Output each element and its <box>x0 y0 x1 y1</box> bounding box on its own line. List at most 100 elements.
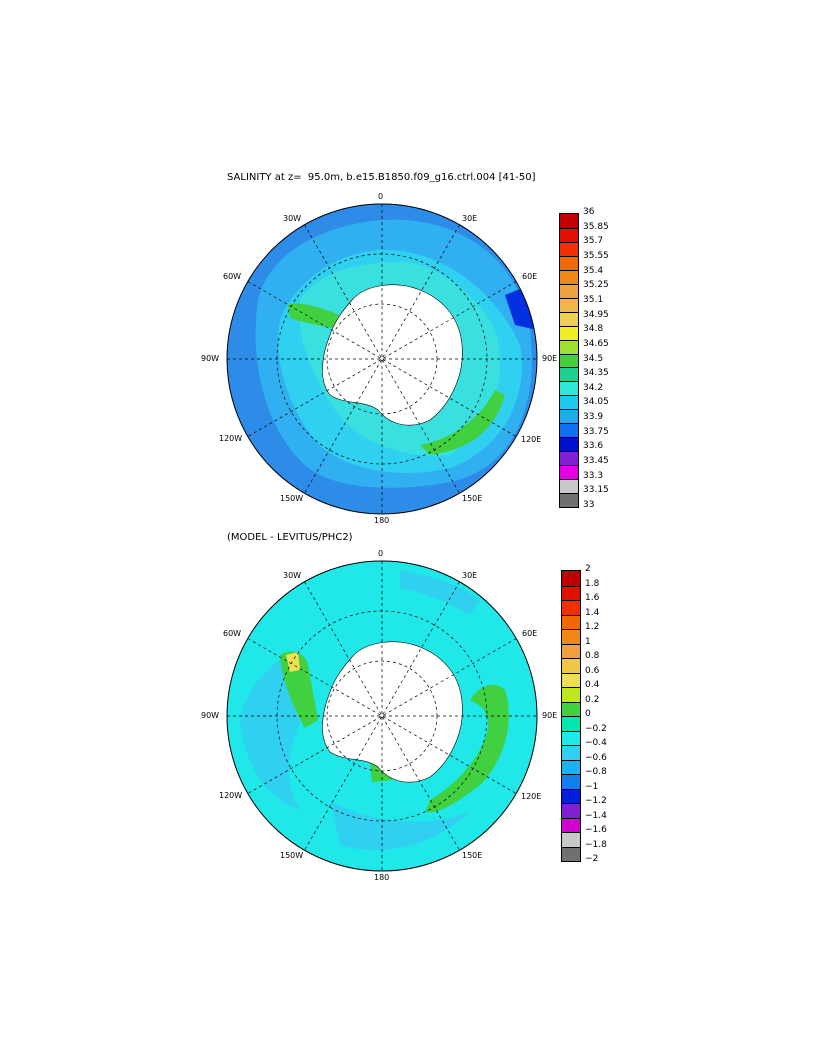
top-colorbar-label: 35.7 <box>583 236 604 247</box>
bot-colorbar-label: 1 <box>585 636 591 647</box>
top-lon-60w: 60W <box>223 272 242 281</box>
bot-colorbar-label: 1.8 <box>585 578 600 589</box>
top-colorbar-swatch <box>560 214 578 228</box>
top-colorbar-label: 34.05 <box>583 397 609 408</box>
bot-colorbar-swatch <box>562 817 580 832</box>
top-lon-30w: 30W <box>283 214 302 223</box>
bot-colorbar-label: −0.8 <box>585 767 607 777</box>
top-colorbar-label: 33.45 <box>583 456 609 467</box>
bot-colorbar-swatch <box>562 571 580 586</box>
bot-colorbar-label: 0.8 <box>585 651 600 661</box>
bot-colorbar-swatch <box>562 687 580 702</box>
top-colorbar-label: 33.9 <box>583 412 604 423</box>
bot-colorbar-label: 0.4 <box>585 680 600 690</box>
bot-colorbar-swatch <box>562 658 580 673</box>
top-colorbar-label: 35.25 <box>583 280 609 291</box>
top-colorbar-label: 35.1 <box>583 294 604 305</box>
bot-colorbar-label: −0.2 <box>585 723 607 734</box>
bot-colorbar-swatch <box>562 745 580 760</box>
top-lon-120e: 120E <box>521 435 542 444</box>
top-colorbar-label: 35.4 <box>583 265 604 276</box>
bot-colorbar-body <box>561 570 581 862</box>
bot-colorbar-swatch <box>562 803 580 818</box>
top-lon-90w: 90W <box>201 354 220 363</box>
top-colorbar-swatch <box>560 297 578 312</box>
top-colorbar-body <box>559 213 579 508</box>
bot-colorbar-swatch <box>562 585 580 600</box>
top-colorbar-swatch <box>560 269 578 284</box>
bot-colorbar-swatch <box>562 774 580 789</box>
top-colorbar-label: 34.95 <box>583 309 609 320</box>
top-colorbar-label: 34.35 <box>583 368 609 379</box>
bot-colorbar-label: −2 <box>585 854 599 864</box>
top-colorbar-swatch <box>560 465 578 480</box>
bot-lon-120w: 120W <box>219 791 243 800</box>
top-lon-90e: 90E <box>542 354 558 363</box>
top-lon-0: 0 <box>378 192 384 201</box>
top-colorbar-label: 35.85 <box>583 221 609 232</box>
bot-colorbar-label: −1.4 <box>585 810 607 821</box>
top-colorbar-swatch <box>560 227 578 242</box>
top-colorbar-label: 34.2 <box>583 382 604 393</box>
top-colorbar-swatch <box>560 367 578 382</box>
bot-colorbar-label: −1.8 <box>585 839 607 850</box>
top-colorbar-swatch <box>560 241 578 256</box>
bot-colorbar-label: 0.2 <box>585 694 600 705</box>
bot-colorbar-label: 0 <box>585 709 591 719</box>
bot-lon-150e: 150E <box>462 851 483 860</box>
top-colorbar-label: 33 <box>583 500 595 510</box>
bot-colorbar-label: 1.2 <box>585 622 600 632</box>
top-map-title: SALINITY at z= 95.0m, b.e15.B1850.f09_g1… <box>227 172 536 183</box>
bot-lon-60w: 60W <box>223 629 242 638</box>
top-colorbar-swatch <box>560 339 578 354</box>
bot-colorbar-swatch <box>562 759 580 774</box>
bot-lon-90e: 90E <box>542 711 558 720</box>
top-lon-60e: 60E <box>522 272 538 281</box>
top-colorbar-swatch <box>560 255 578 270</box>
bot-lon-30e: 30E <box>462 571 478 580</box>
bot-colorbar-swatch <box>562 643 580 658</box>
top-lon-150e: 150E <box>462 494 483 503</box>
bot-colorbar-swatch <box>562 629 580 644</box>
bot-colorbar-swatch <box>562 614 580 629</box>
top-colorbar-label: 33.15 <box>583 485 609 496</box>
top-colorbar-swatch <box>560 381 578 396</box>
bot-colorbar-label: −1.6 <box>585 825 607 835</box>
bot-lon-90w: 90W <box>201 711 220 720</box>
bot-colorbar-swatch <box>562 701 580 716</box>
top-colorbar-swatch <box>560 409 578 424</box>
bottom-map-title: (MODEL - LEVITUS/PHC2) <box>227 532 353 543</box>
top-colorbar-swatch <box>560 311 578 326</box>
top-colorbar-swatch <box>560 479 578 494</box>
top-colorbar-label: 34.5 <box>583 353 604 364</box>
bot-lon-30w: 30W <box>283 571 302 580</box>
top-colorbar-label: 34.65 <box>583 338 609 349</box>
top-colorbar-label: 33.3 <box>583 470 604 481</box>
bot-colorbar-label: −1 <box>585 781 599 792</box>
top-lon-150w: 150W <box>280 494 304 503</box>
bot-colorbar-label: 2 <box>585 564 591 574</box>
bot-colorbar-swatch <box>562 600 580 615</box>
bot-colorbar-swatch <box>562 716 580 731</box>
bot-colorbar-label: 1.4 <box>585 607 600 618</box>
top-lon-180: 180 <box>374 516 390 525</box>
top-colorbar-swatch <box>560 395 578 410</box>
top-colorbar-swatch <box>560 283 578 298</box>
bot-lon-0: 0 <box>378 549 384 558</box>
top-colorbar-label: 36 <box>583 207 595 217</box>
top-colorbar-swatch <box>560 423 578 438</box>
bot-colorbar-label: −0.6 <box>585 752 607 763</box>
top-colorbar-swatch <box>560 493 578 507</box>
bot-lon-120e: 120E <box>521 792 542 801</box>
top-colorbar-swatch <box>560 451 578 466</box>
bot-colorbar-swatch <box>562 788 580 803</box>
bot-colorbar-swatch <box>562 672 580 687</box>
bot-colorbar-label: 1.6 <box>585 593 600 603</box>
top-colorbar-swatch <box>560 325 578 340</box>
bot-lon-60e: 60E <box>522 629 538 638</box>
top-colorbar-swatch <box>560 353 578 368</box>
bot-colorbar-swatch <box>562 846 580 861</box>
top-colorbar-label: 34.8 <box>583 324 604 335</box>
